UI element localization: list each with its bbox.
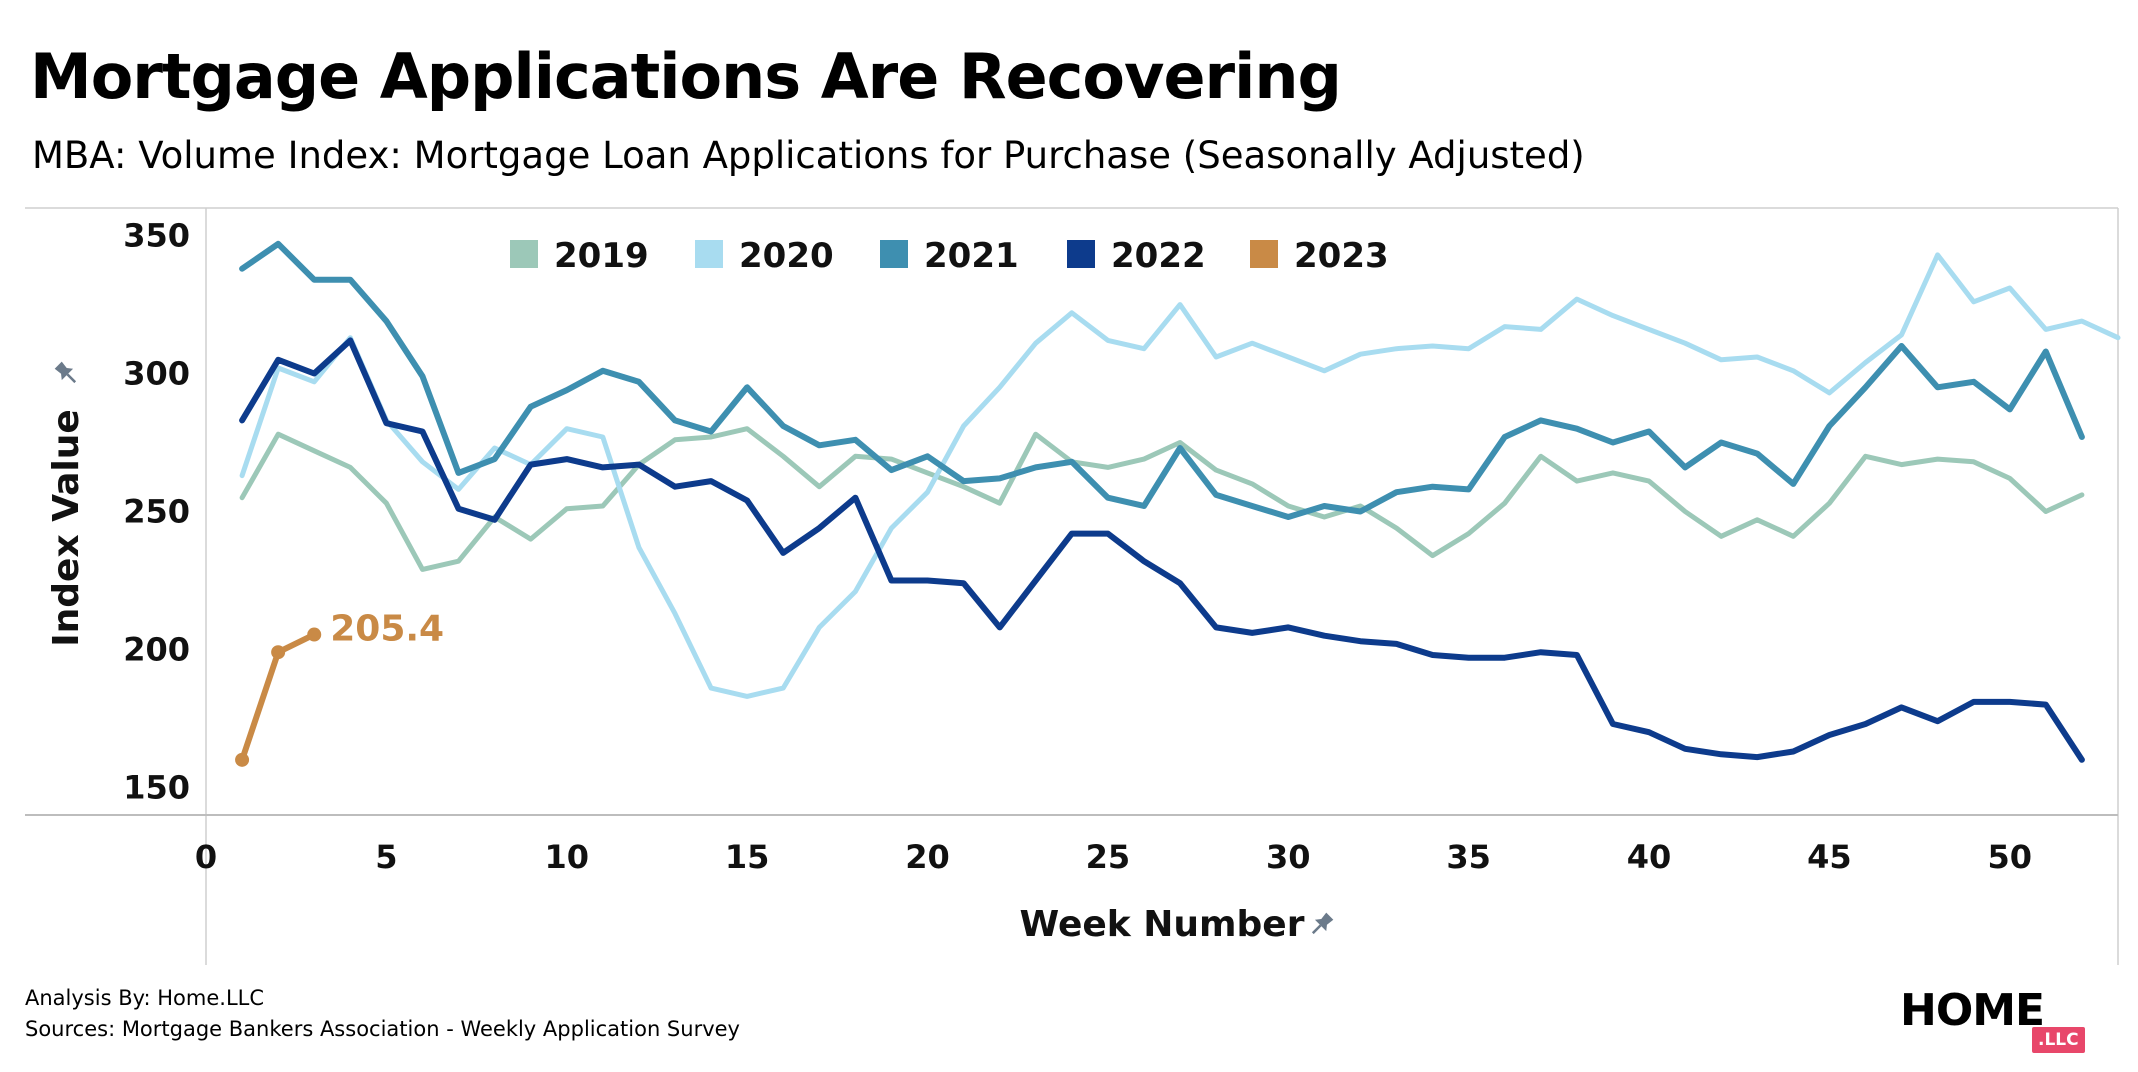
pin-icon — [54, 361, 77, 384]
legend-swatch-2021 — [880, 240, 908, 268]
y-tick-label: 350 — [123, 217, 190, 255]
x-tick-label: 15 — [725, 838, 770, 876]
chart-frame — [25, 207, 2119, 965]
x-tick-label: 25 — [1086, 838, 1131, 876]
footer-analysis-credit: Analysis By: Home.LLC — [25, 986, 265, 1010]
series-line-2022 — [239, 337, 2085, 763]
home-llc-logo: HOME .LLC — [1900, 985, 2090, 1055]
series-line-2021 — [239, 240, 2085, 520]
x-tick-label: 0 — [195, 838, 217, 876]
x-axis-ticks: 0 5 10 15 20 25 30 35 40 45 50 — [195, 838, 2032, 876]
legend-swatch-2023 — [1250, 240, 1278, 268]
x-tick-label: 50 — [1988, 838, 2033, 876]
x-axis-title: Week Number — [1020, 904, 1305, 945]
x-tick-label: 35 — [1446, 838, 1491, 876]
x-tick-label: 10 — [544, 838, 589, 876]
chart-legend: 2019 2020 2021 2022 2023 — [510, 236, 1389, 276]
legend-swatch-2020 — [695, 240, 723, 268]
x-tick-label: 45 — [1807, 838, 1852, 876]
x-tick-label: 5 — [375, 838, 397, 876]
line-chart: 150 200 250 300 350 0 5 10 15 20 25 30 35 40 45 50 201… — [25, 207, 2121, 965]
legend-label-2019: 2019 — [554, 236, 649, 276]
legend-label-2021: 2021 — [924, 236, 1019, 276]
data-point-2023 — [235, 752, 250, 767]
pin-icon — [1311, 912, 1334, 935]
footer-sources: Sources: Mortgage Bankers Association - … — [25, 1017, 740, 1041]
logo-wordmark: HOME — [1900, 985, 2045, 1036]
y-axis-ticks: 150 200 250 300 350 — [123, 217, 190, 807]
legend-label-2020: 2020 — [739, 236, 834, 276]
x-tick-label: 20 — [905, 838, 950, 876]
legend-swatch-2019 — [510, 240, 538, 268]
page-subtitle: MBA: Volume Index: Mortgage Loan Applica… — [32, 134, 1585, 177]
legend-label-2022: 2022 — [1111, 236, 1206, 276]
series-lines — [235, 240, 2121, 767]
y-axis-title: Index Value — [46, 409, 87, 647]
legend-swatch-2022 — [1067, 240, 1095, 268]
y-axis-title-group: Index Value — [46, 361, 87, 647]
y-tick-label: 200 — [123, 630, 190, 668]
series-2023-end-label: 205.4 — [330, 609, 444, 650]
x-tick-label: 40 — [1627, 838, 1672, 876]
data-point-2023 — [307, 627, 322, 642]
series-line-2019 — [239, 426, 2085, 572]
x-axis-title-group: Week Number — [1020, 904, 1334, 945]
y-tick-label: 300 — [123, 355, 190, 393]
series-line-2020 — [239, 252, 2121, 699]
legend-label-2023: 2023 — [1294, 236, 1389, 276]
y-tick-label: 250 — [123, 493, 190, 531]
page-title: Mortgage Applications Are Recovering — [30, 40, 1342, 113]
logo-badge: .LLC — [2032, 1027, 2085, 1053]
y-tick-label: 150 — [123, 768, 190, 806]
data-point-2023 — [271, 645, 286, 660]
x-tick-label: 30 — [1266, 838, 1311, 876]
